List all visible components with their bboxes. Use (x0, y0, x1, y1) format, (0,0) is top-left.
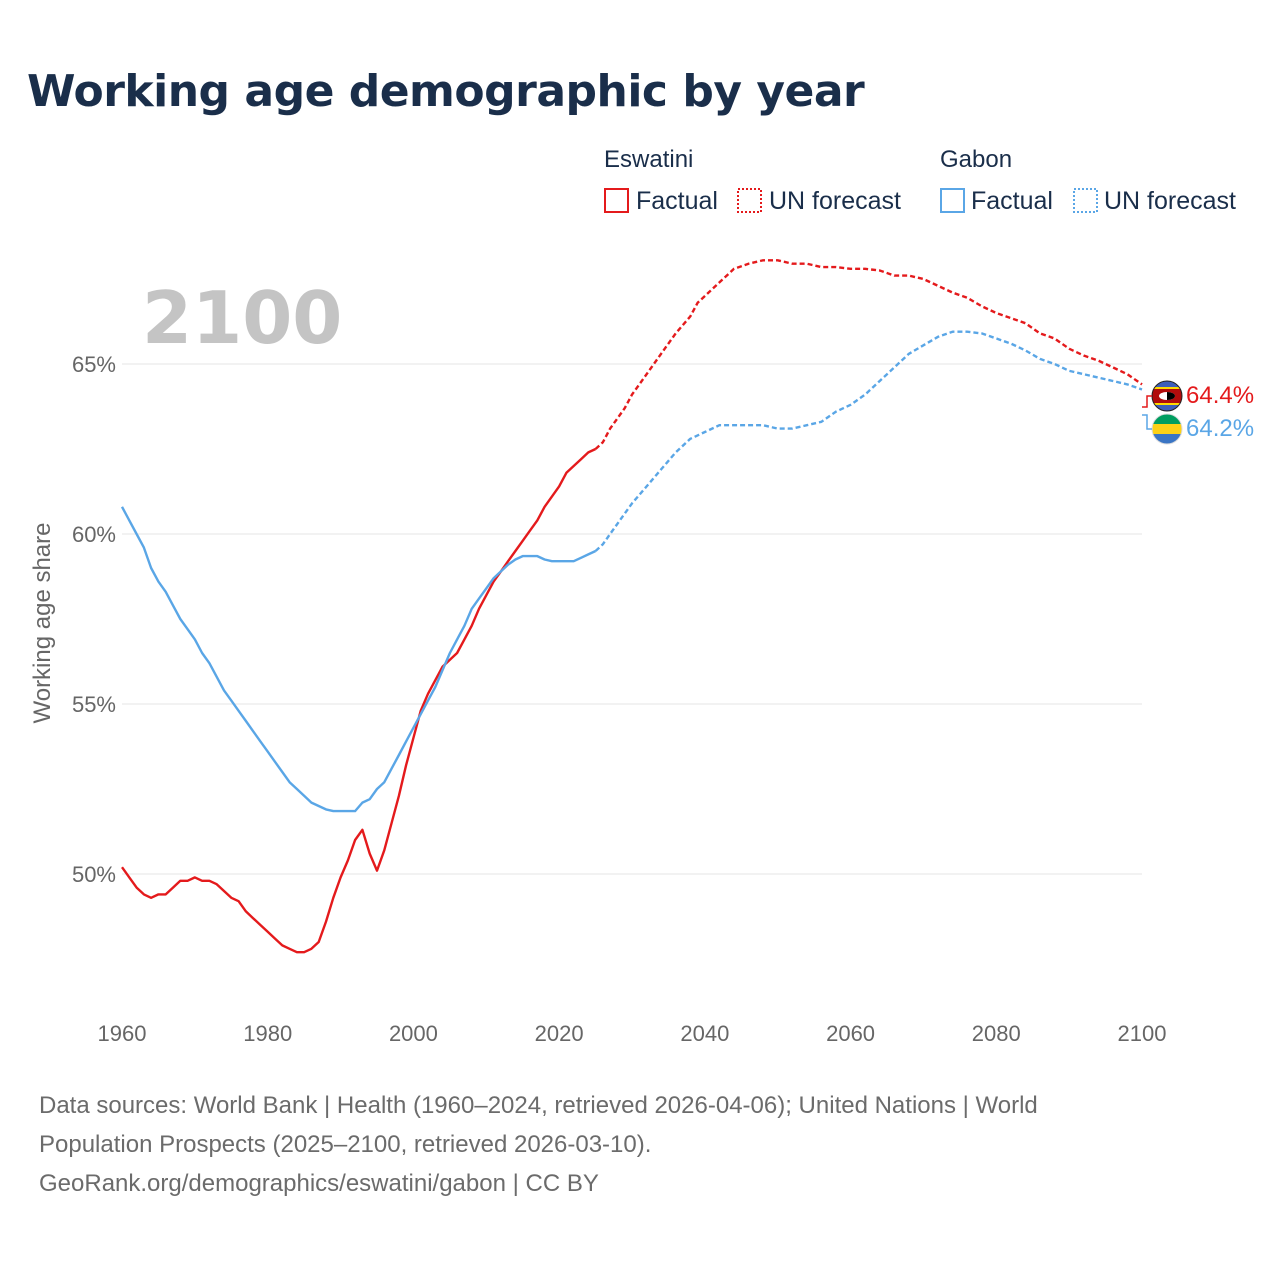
chart-title: Working age demographic by year (27, 66, 865, 117)
y-tick-label: 50% (72, 862, 116, 887)
x-tick-label: 2060 (826, 1021, 875, 1046)
series-line-gabon-factual[interactable] (120, 506, 597, 813)
legend-swatch-eswatini-factual (604, 188, 629, 213)
x-tick-label: 2080 (972, 1021, 1021, 1046)
series-line-eswatini-factual[interactable] (121, 447, 597, 954)
x-tick-label: 2040 (680, 1021, 729, 1046)
gabon-end-leader (1142, 414, 1152, 430)
legend-swatch-eswatini-forecast (737, 188, 762, 213)
legend-label-gabon-forecast[interactable]: UN forecast (1104, 187, 1236, 215)
legend-label-eswatini-forecast[interactable]: UN forecast (769, 187, 901, 215)
legend-country-eswatini: Eswatini (604, 146, 693, 173)
eswatini-flag-icon (1151, 380, 1183, 412)
legend-swatch-gabon-forecast (1073, 188, 1098, 213)
x-tick-label: 1960 (98, 1021, 147, 1046)
eswatini-end-leader (1142, 395, 1152, 408)
footer-line-1: Data sources: World Bank | Health (1960–… (39, 1092, 1038, 1119)
x-tick-label: 1980 (243, 1021, 292, 1046)
gabon-end-value-label: 64.2% (1186, 415, 1254, 442)
y-tick-label: 55% (72, 692, 116, 717)
x-tick-label: 2000 (389, 1021, 438, 1046)
y-axis-title: Working age share (29, 523, 56, 724)
y-tick-label: 65% (72, 352, 116, 377)
legend-label-gabon-factual[interactable]: Factual (971, 187, 1053, 215)
series-line-gabon-forecast[interactable] (594, 330, 1143, 552)
current-year-label: 2100 (142, 276, 342, 360)
footer-line-3[interactable]: GeoRank.org/demographics/eswatini/gabon … (39, 1170, 599, 1197)
eswatini-end-value-label: 64.4% (1186, 382, 1254, 409)
legend: Eswatini Factual UN forecast Gabon Factu… (604, 146, 1236, 215)
footer-line-2: Population Prospects (2025–2100, retriev… (39, 1131, 652, 1158)
footer-sources: Data sources: World Bank | Health (1960–… (39, 1086, 1239, 1203)
x-tick-label: 2020 (535, 1021, 584, 1046)
legend-country-gabon: Gabon (940, 146, 1012, 173)
x-tick-label: 2100 (1118, 1021, 1167, 1046)
gabon-flag-icon (1151, 413, 1183, 445)
series-line-eswatini-forecast[interactable] (594, 259, 1143, 450)
y-tick-label: 60% (72, 522, 116, 547)
legend-swatch-gabon-factual (940, 188, 965, 213)
legend-label-eswatini-factual[interactable]: Factual (636, 187, 718, 215)
